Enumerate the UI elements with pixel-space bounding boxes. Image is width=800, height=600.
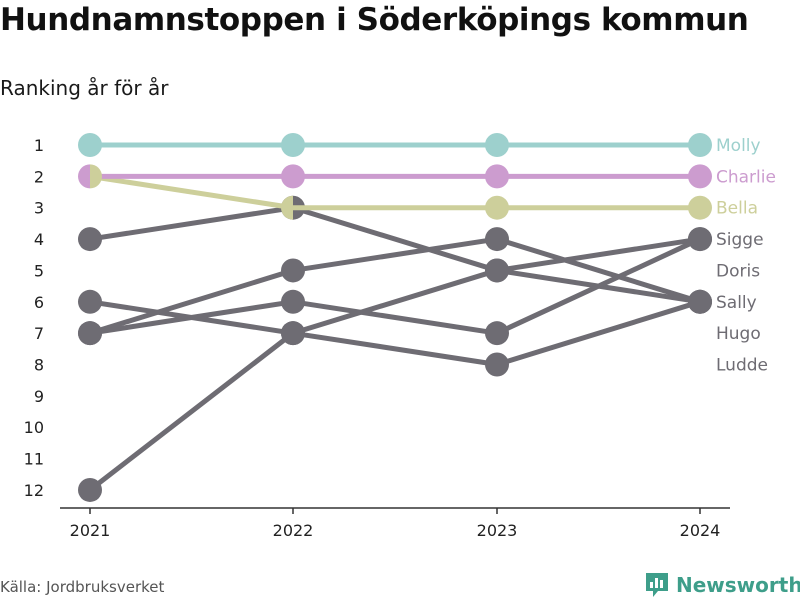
series-line-doris xyxy=(87,236,703,336)
x-tick-labels: 2021 2022 2023 2024 xyxy=(70,508,721,540)
data-point-ludde xyxy=(78,289,102,314)
y-tick-label: 6 xyxy=(34,293,44,312)
data-point-bella xyxy=(281,195,293,220)
data-point-sally xyxy=(485,258,509,283)
x-tick-label: 2023 xyxy=(477,521,518,540)
data-point-charlie xyxy=(281,164,305,189)
series-line-bella xyxy=(87,173,703,211)
highlight-series-points xyxy=(78,133,712,220)
data-point-hugo xyxy=(485,321,509,346)
data-point-hugo xyxy=(281,289,305,314)
data-point-charlie xyxy=(78,164,90,189)
chart-title: Hundnamnstoppen i Söderköpings kommun xyxy=(0,2,749,38)
data-point-ludde xyxy=(281,321,305,346)
data-point-hugo xyxy=(78,321,102,346)
grey-series-points xyxy=(78,195,712,502)
data-point-doris xyxy=(485,227,509,252)
data-point-bella xyxy=(485,195,509,220)
x-tick-label: 2021 xyxy=(70,521,111,540)
y-tick-label: 1 xyxy=(34,136,44,155)
data-point-hugo xyxy=(688,227,712,252)
end-label-molly: Molly xyxy=(716,136,761,156)
data-point-charlie xyxy=(485,164,509,189)
newsworthy-logo-icon xyxy=(646,573,668,597)
y-tick-label: 10 xyxy=(24,418,44,437)
end-label-sigge: Sigge xyxy=(716,230,764,250)
data-point-doris xyxy=(281,258,305,283)
data-point-sigge xyxy=(78,477,102,502)
data-point-molly xyxy=(688,133,712,157)
highlight-series-lines xyxy=(87,142,703,211)
y-tick-label: 12 xyxy=(24,481,44,500)
data-point-ludde xyxy=(688,289,712,314)
y-tick-label: 9 xyxy=(34,387,44,406)
data-point-molly xyxy=(78,133,102,157)
x-tick-label: 2022 xyxy=(273,521,314,540)
end-labels: Molly Charlie Bella Sigge Doris Sally Hugo Ludd… xyxy=(716,136,776,376)
end-label-charlie: Charlie xyxy=(716,167,776,187)
y-tick-label: 5 xyxy=(34,261,44,280)
source-note: Källa: Jordbruksverket xyxy=(0,578,165,596)
end-label-ludde: Ludde xyxy=(716,356,768,376)
series-line-sigge xyxy=(87,236,703,493)
series-line-ludde xyxy=(87,299,703,368)
grey-series-lines xyxy=(87,205,703,493)
y-tick-label: 4 xyxy=(34,230,44,249)
data-point-molly xyxy=(485,133,509,157)
data-point-sally xyxy=(78,227,102,252)
data-point-bella xyxy=(90,164,102,189)
brand-logo: Newsworthy xyxy=(644,570,800,600)
end-label-sally: Sally xyxy=(716,293,757,313)
y-tick-label: 3 xyxy=(34,199,44,218)
end-label-bella: Bella xyxy=(716,199,758,219)
brand-name: Newsworthy xyxy=(676,573,800,597)
data-point-ludde xyxy=(485,352,509,377)
x-tick-label: 2024 xyxy=(680,521,721,540)
end-label-doris: Doris xyxy=(716,261,760,281)
y-tick-label: 11 xyxy=(24,450,44,469)
data-point-molly xyxy=(281,133,305,157)
y-tick-label: 8 xyxy=(34,356,44,375)
y-tick-label: 2 xyxy=(34,167,44,186)
y-tick-label: 7 xyxy=(34,324,44,343)
chart-subtitle: Ranking år för år xyxy=(0,76,169,100)
end-label-hugo: Hugo xyxy=(716,324,761,344)
data-point-bella xyxy=(688,195,712,220)
data-point-charlie xyxy=(688,164,712,189)
